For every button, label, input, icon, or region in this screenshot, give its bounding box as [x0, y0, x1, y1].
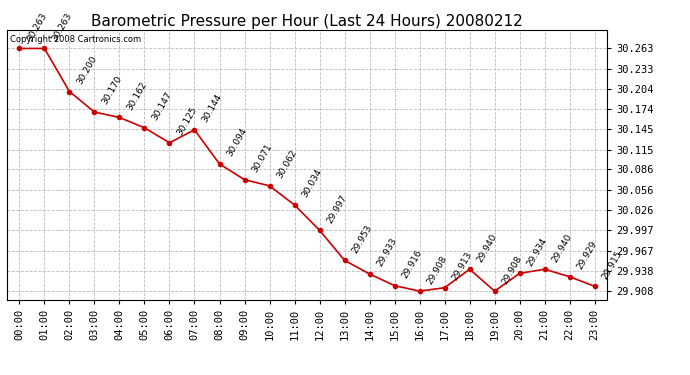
Text: 29.940: 29.940 — [550, 232, 573, 264]
Text: 29.929: 29.929 — [575, 240, 599, 271]
Text: 29.908: 29.908 — [500, 254, 524, 285]
Text: 29.997: 29.997 — [325, 193, 348, 225]
Text: Copyright 2008 Cartronics.com: Copyright 2008 Cartronics.com — [10, 35, 141, 44]
Text: 30.263: 30.263 — [25, 11, 48, 43]
Text: 30.263: 30.263 — [50, 11, 74, 43]
Text: 30.125: 30.125 — [175, 105, 199, 137]
Text: 29.934: 29.934 — [525, 236, 549, 268]
Text: 30.094: 30.094 — [225, 127, 248, 158]
Text: 30.147: 30.147 — [150, 90, 174, 122]
Text: 30.144: 30.144 — [200, 93, 224, 124]
Text: 30.071: 30.071 — [250, 142, 274, 174]
Text: 29.913: 29.913 — [450, 251, 474, 282]
Text: 30.200: 30.200 — [75, 54, 99, 86]
Text: 29.953: 29.953 — [350, 223, 374, 255]
Text: 29.908: 29.908 — [425, 254, 449, 285]
Title: Barometric Pressure per Hour (Last 24 Hours) 20080212: Barometric Pressure per Hour (Last 24 Ho… — [91, 14, 523, 29]
Text: 29.915: 29.915 — [600, 249, 624, 281]
Text: 29.916: 29.916 — [400, 248, 424, 280]
Text: 30.162: 30.162 — [125, 80, 148, 112]
Text: 30.034: 30.034 — [300, 168, 324, 200]
Text: 30.170: 30.170 — [100, 75, 124, 106]
Text: 30.062: 30.062 — [275, 148, 299, 180]
Text: 29.933: 29.933 — [375, 237, 399, 268]
Text: 29.940: 29.940 — [475, 232, 499, 264]
